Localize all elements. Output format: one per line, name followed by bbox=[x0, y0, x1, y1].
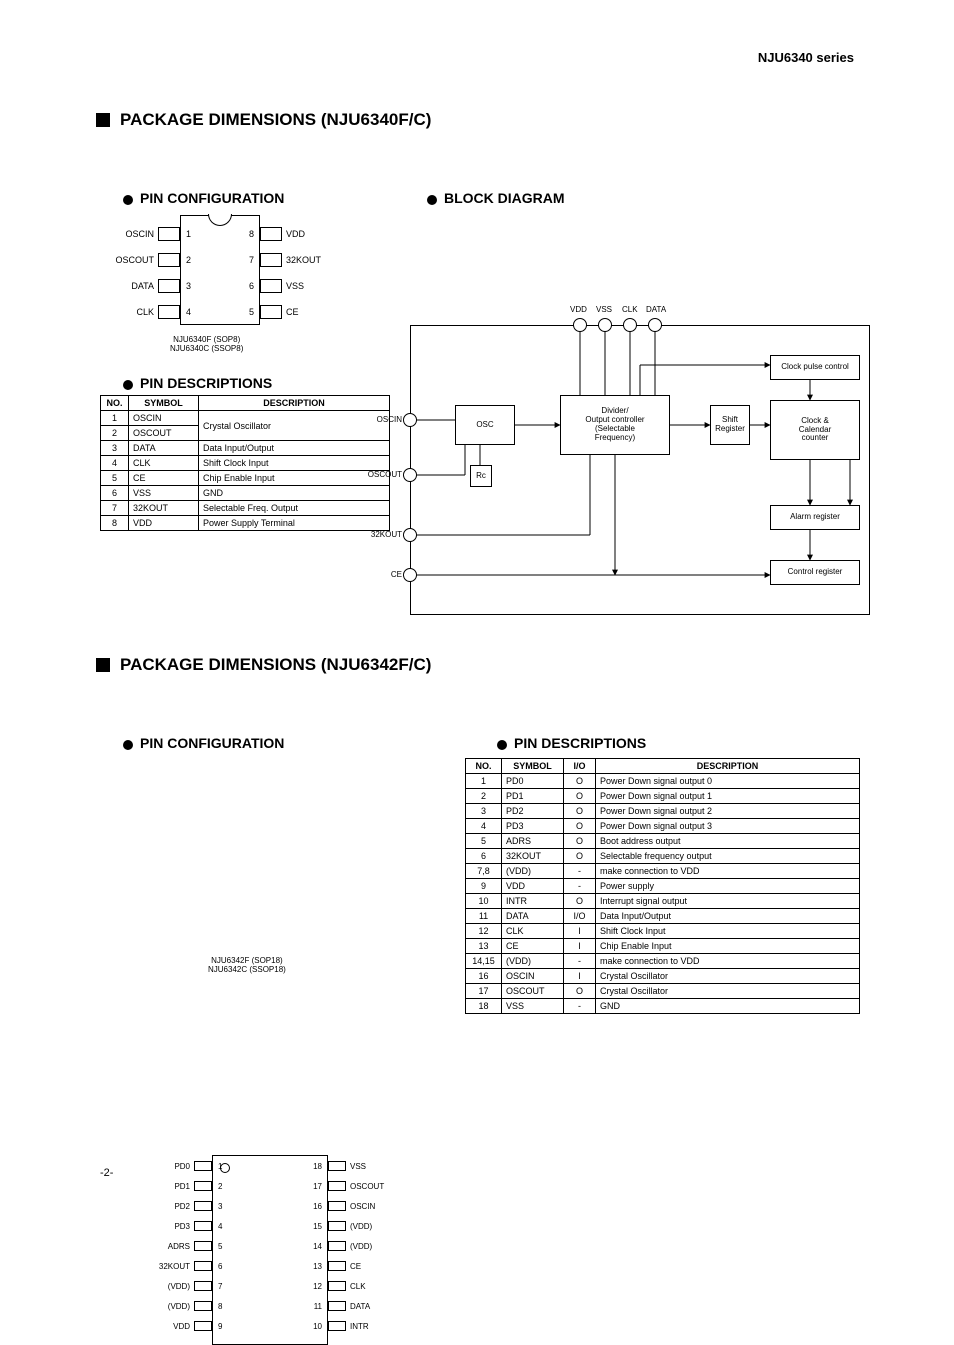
chip8-pin-label: VSS bbox=[286, 281, 304, 291]
bd-box-shift: Shift Register bbox=[710, 405, 750, 445]
chip8-pin-label: 32KOUT bbox=[286, 255, 321, 265]
bd-box-clock: Clock & Calendar counter bbox=[770, 400, 860, 460]
bd-box-alarm: Alarm register bbox=[770, 505, 860, 530]
pin-table-8: NO.SYMBOLDESCRIPTION1OSCINCrystal Oscill… bbox=[100, 395, 390, 531]
bd-box-divider: Divider/ Output controller (Selectable F… bbox=[560, 395, 670, 455]
bd-box-rc: Rc bbox=[470, 465, 492, 487]
bd-pinlabel: OSCOUT bbox=[368, 470, 402, 479]
square-bullet-icon bbox=[96, 113, 110, 127]
pin-desc-label-8: PIN DESCRIPTIONS bbox=[140, 375, 272, 391]
bd-pinlabel: DATA bbox=[646, 305, 666, 314]
block-diagram-label: BLOCK DIAGRAM bbox=[444, 190, 565, 206]
chip8-package-diagram: OSCIN OSCOUT DATA CLK 1 2 3 4 VDD 32KOUT… bbox=[150, 215, 290, 325]
bd-pinlabel: OSCIN bbox=[377, 415, 402, 424]
chip8-pin-num: 6 bbox=[249, 281, 254, 291]
chip8-pin-num: 2 bbox=[186, 255, 191, 265]
chip18-package-diagram: /* leads populated by JS below */ PD0VSS… bbox=[160, 1155, 380, 1345]
round-bullet-icon bbox=[123, 195, 133, 205]
pin-table-18: NO.SYMBOLI/ODESCRIPTION1PD0OPower Down s… bbox=[465, 758, 860, 1014]
chip8-package-note: NJU6340F (SOP8) NJU6340C (SSOP8) bbox=[170, 335, 243, 353]
doc-series: NJU6340 series bbox=[758, 50, 854, 65]
round-bullet-icon bbox=[497, 740, 507, 750]
bd-pinlabel: CLK bbox=[622, 305, 638, 314]
pin-config-label-1: PIN CONFIGURATION bbox=[140, 190, 284, 206]
chip8-pin-label: OSCIN bbox=[125, 229, 154, 239]
section1-title: PACKAGE DIMENSIONS (NJU6340F/C) bbox=[120, 110, 431, 130]
bd-box-ctrl: Control register bbox=[770, 560, 860, 585]
bd-pinlabel: VSS bbox=[596, 305, 612, 314]
pin-desc-label-18: PIN DESCRIPTIONS bbox=[514, 735, 646, 751]
chip8-pin-num: 8 bbox=[249, 229, 254, 239]
bd-pinlabel: VDD bbox=[570, 305, 587, 314]
bd-box-clock-top: Clock pulse control bbox=[770, 355, 860, 380]
page-number: -2- bbox=[100, 1167, 113, 1179]
chip8-pin-num: 1 bbox=[186, 229, 191, 239]
bd-box-osc: OSC bbox=[455, 405, 515, 445]
bd-pinlabel: CE bbox=[391, 570, 402, 579]
round-bullet-icon bbox=[123, 380, 133, 390]
chip8-pin-label: DATA bbox=[131, 281, 154, 291]
round-bullet-icon bbox=[123, 740, 133, 750]
chip8-pin-num: 7 bbox=[249, 255, 254, 265]
bd-pinlabel: 32KOUT bbox=[371, 530, 402, 539]
round-bullet-icon bbox=[427, 195, 437, 205]
chip8-pin-label: CE bbox=[286, 307, 299, 317]
chip8-pin-num: 5 bbox=[249, 307, 254, 317]
chip8-pin-num: 4 bbox=[186, 307, 191, 317]
chip8-pin-label: VDD bbox=[286, 229, 305, 239]
section2-title: PACKAGE DIMENSIONS (NJU6342F/C) bbox=[120, 655, 431, 675]
chip18-package-note: NJU6342F (SOP18) NJU6342C (SSOP18) bbox=[208, 956, 286, 974]
chip8-pin-label: OSCOUT bbox=[115, 255, 154, 265]
chip8-pin-num: 3 bbox=[186, 281, 191, 291]
block-diagram: VDD VSS CLK DATA OSCIN OSCOUT 32KOUT CE … bbox=[410, 325, 870, 615]
chip8-pin-label: CLK bbox=[136, 307, 154, 317]
square-bullet-icon bbox=[96, 658, 110, 672]
pin-config-label-2: PIN CONFIGURATION bbox=[140, 735, 284, 751]
page: NJU6340 series PACKAGE DIMENSIONS (NJU63… bbox=[0, 0, 954, 1235]
